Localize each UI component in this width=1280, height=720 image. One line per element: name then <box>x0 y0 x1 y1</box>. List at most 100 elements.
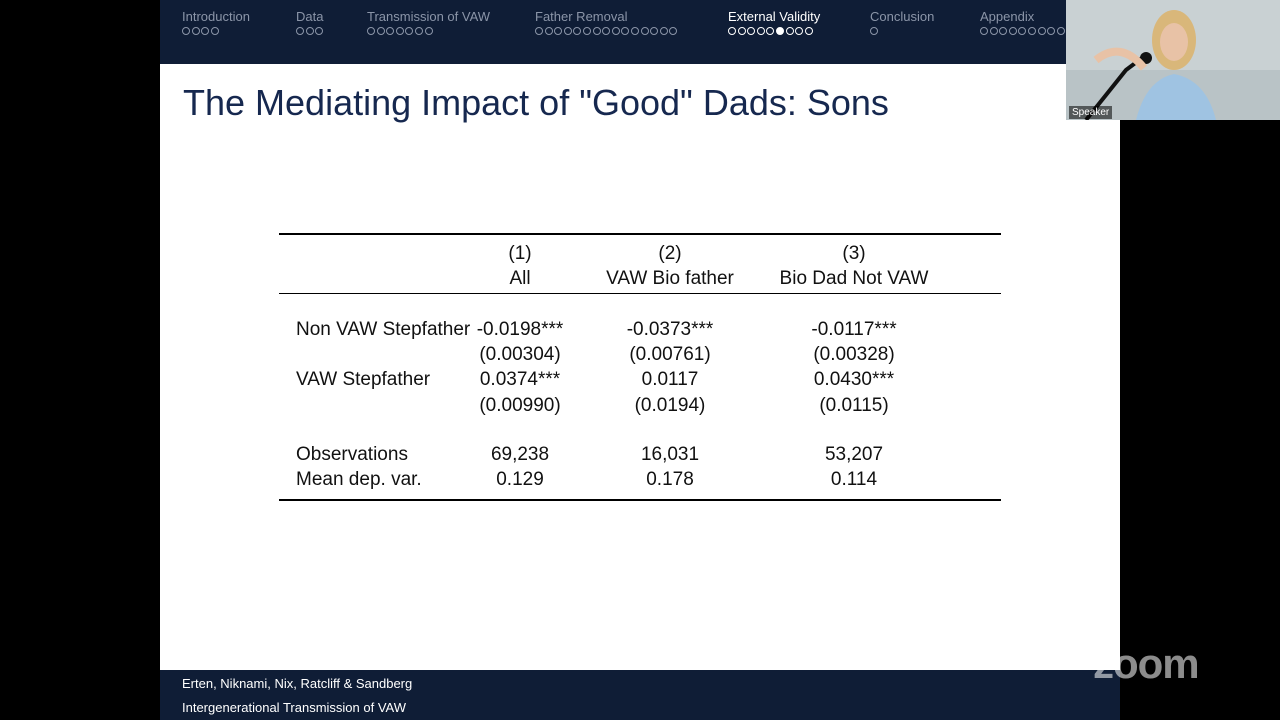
statistic-value: 0.178 <box>646 469 694 490</box>
table-header-rule <box>279 293 1001 294</box>
slide-dot[interactable] <box>535 27 543 35</box>
nav-section-transmission-of-vaw[interactable]: Transmission of VAW <box>367 9 490 36</box>
coefficient: -0.0117*** <box>811 319 897 340</box>
slide-dot[interactable] <box>1018 27 1027 35</box>
coefficient: 0.0430*** <box>813 369 895 390</box>
slide-dot[interactable] <box>201 27 210 35</box>
slide-dot[interactable] <box>210 27 219 35</box>
standard-error: (0.0194) <box>634 395 706 416</box>
slide-dot[interactable] <box>747 27 756 35</box>
column-number-1: (1) <box>508 243 532 264</box>
slide-dot[interactable] <box>554 27 563 35</box>
statistic-value: 0.114 <box>830 469 878 490</box>
slide-dot[interactable] <box>191 27 200 35</box>
slide-dot[interactable] <box>980 27 988 35</box>
slide-dot[interactable] <box>989 27 998 35</box>
slide-dot[interactable] <box>395 27 404 35</box>
statistic-value: 69,238 <box>490 444 550 465</box>
slide-dot[interactable] <box>785 27 794 35</box>
slide-dot[interactable] <box>582 27 591 35</box>
nav-section-label: Introduction <box>182 9 250 24</box>
slide-dot[interactable] <box>367 27 375 35</box>
speaker-label: Speaker <box>1069 106 1113 119</box>
slide-dot[interactable] <box>640 27 649 35</box>
standard-error: (0.00328) <box>813 344 895 365</box>
nav-progress-dots <box>870 26 934 36</box>
column-header-bio-dad-not-vaw: Bio Dad Not VAW <box>779 268 929 289</box>
slide-dot[interactable] <box>1047 27 1056 35</box>
slide-dot[interactable] <box>999 27 1008 35</box>
nav-progress-dots <box>728 26 820 36</box>
speaker-video-tile[interactable]: Speaker <box>1066 0 1280 120</box>
table-top-rule <box>279 233 1001 235</box>
slide-dot[interactable] <box>573 27 582 35</box>
slide-dot[interactable] <box>405 27 414 35</box>
row-label-observations: Observations <box>296 444 408 465</box>
footer-authors: Erten, Niknami, Nix, Ratcliff & Sandberg <box>182 676 413 691</box>
nav-section-external-validity[interactable]: External Validity <box>728 9 820 36</box>
column-number-2: (2) <box>658 243 682 264</box>
nav-section-label: Father Removal <box>535 9 628 24</box>
slide-dot[interactable] <box>602 27 611 35</box>
slide-dot[interactable] <box>728 27 736 35</box>
table-bottom-rule <box>279 499 1001 501</box>
slide-dot[interactable] <box>630 27 639 35</box>
nav-section-appendix[interactable]: Appendix <box>980 9 1066 36</box>
column-header-all: All <box>509 268 531 289</box>
current-slide-dot[interactable] <box>775 27 784 35</box>
nav-section-label: Conclusion <box>870 9 935 24</box>
nav-section-conclusion[interactable]: Conclusion <box>870 9 934 36</box>
slide-dot[interactable] <box>795 27 804 35</box>
speaker-video-frame <box>1066 0 1280 120</box>
nav-section-introduction[interactable]: Introduction <box>182 9 250 36</box>
nav-section-label: External Validity <box>728 9 821 24</box>
presentation-slide: Introduction Data Transmission of VAW Fa… <box>160 0 1120 720</box>
nav-section-data[interactable]: Data <box>296 9 325 36</box>
slide-dot[interactable] <box>611 27 620 35</box>
slide-dot[interactable] <box>870 27 878 35</box>
coefficient: -0.0373*** <box>626 319 714 340</box>
slide-dot[interactable] <box>1027 27 1036 35</box>
slide-dot[interactable] <box>659 27 668 35</box>
nav-progress-dots <box>296 26 325 36</box>
slide-dot[interactable] <box>766 27 775 35</box>
nav-progress-dots <box>980 26 1066 36</box>
slide-dot[interactable] <box>296 27 304 35</box>
slide-dot[interactable] <box>650 27 659 35</box>
slide-dot[interactable] <box>182 27 190 35</box>
slide-dot[interactable] <box>376 27 385 35</box>
slide-dot[interactable] <box>305 27 314 35</box>
nav-section-label: Transmission of VAW <box>367 9 491 24</box>
coefficient: 0.0374*** <box>479 369 561 390</box>
slide-dot[interactable] <box>544 27 553 35</box>
standard-error: (0.00990) <box>479 395 561 416</box>
section-navigation-bar: Introduction Data Transmission of VAW Fa… <box>160 0 1120 64</box>
slide-dot[interactable] <box>621 27 630 35</box>
row-label-mean-dep-var: Mean dep. var. <box>296 469 422 490</box>
standard-error: (0.00304) <box>479 344 561 365</box>
slide-dot[interactable] <box>1056 27 1065 35</box>
slide-title: The Mediating Impact of "Good" Dads: Son… <box>183 82 889 123</box>
slide-dot[interactable] <box>737 27 746 35</box>
nav-progress-dots <box>367 26 490 36</box>
nav-progress-dots <box>182 26 250 36</box>
coefficient: 0.0117 <box>641 369 699 390</box>
row-label-vaw-stepfather: VAW Stepfather <box>296 369 431 390</box>
slide-dot[interactable] <box>563 27 572 35</box>
slide-dot[interactable] <box>424 27 433 35</box>
footer-short-title: Intergenerational Transmission of VAW <box>182 700 406 715</box>
statistic-value: 53,207 <box>824 444 884 465</box>
standard-error: (0.0115) <box>819 395 889 416</box>
standard-error: (0.00761) <box>629 344 711 365</box>
slide-dot[interactable] <box>414 27 423 35</box>
slide-dot[interactable] <box>592 27 601 35</box>
slide-dot[interactable] <box>756 27 765 35</box>
slide-dot[interactable] <box>386 27 395 35</box>
slide-dot[interactable] <box>1037 27 1046 35</box>
slide-dot[interactable] <box>804 27 813 35</box>
slide-dot[interactable] <box>669 27 678 35</box>
slide-dot[interactable] <box>315 27 324 35</box>
slide-footer: Erten, Niknami, Nix, Ratcliff & Sandberg… <box>160 670 1120 720</box>
nav-section-father-removal[interactable]: Father Removal <box>535 9 679 36</box>
slide-dot[interactable] <box>1008 27 1017 35</box>
